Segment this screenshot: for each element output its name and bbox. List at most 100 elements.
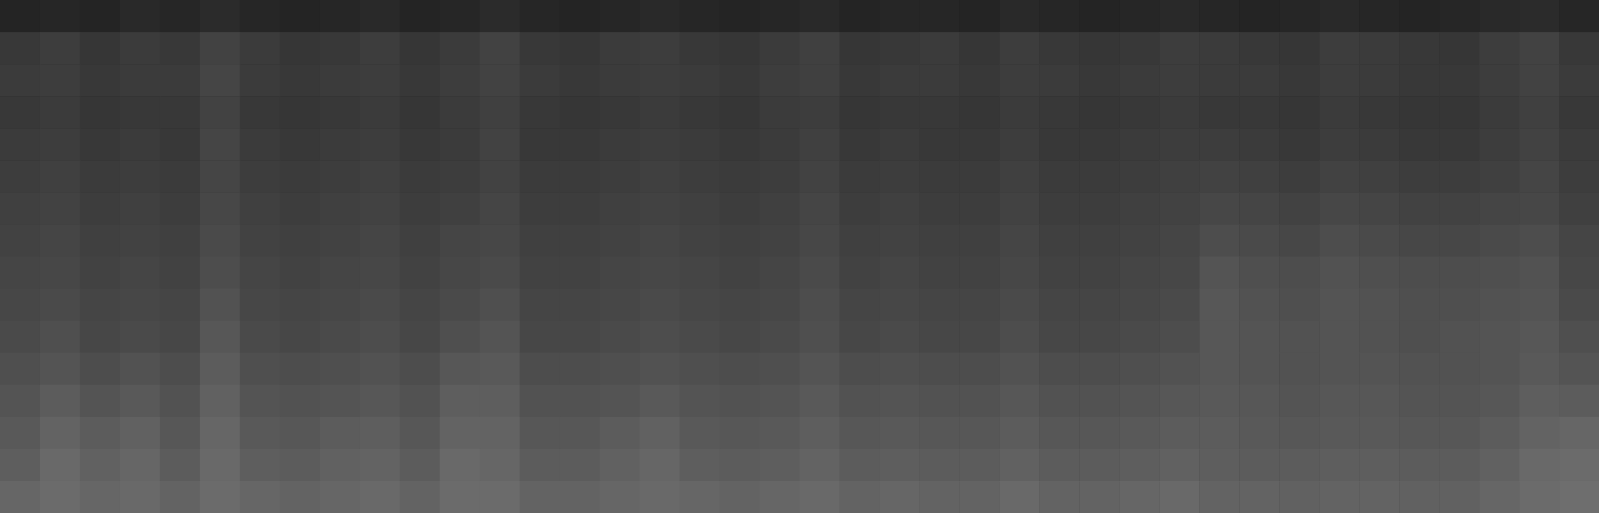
cell [839,32,879,65]
cell [480,128,520,161]
cell [440,385,480,418]
cell [80,289,120,322]
cell [80,0,120,33]
cell [839,257,879,290]
cell [280,192,320,225]
cell [560,32,600,65]
cell [360,353,400,386]
cell [520,481,560,513]
cell [1479,96,1519,129]
cell [1519,0,1559,33]
cell [1239,192,1279,225]
cell [1199,481,1239,513]
cell [560,481,600,513]
cell [760,32,800,65]
cell [1399,160,1439,193]
cell [1399,96,1439,129]
cell [1199,257,1239,290]
cell [959,96,999,129]
cell [120,385,160,418]
cell [1519,385,1559,418]
cell [1279,385,1319,418]
cell [0,0,40,33]
cell [1239,96,1279,129]
cell [520,32,560,65]
cell [1039,417,1079,450]
cell [760,160,800,193]
cell [1399,289,1439,322]
cell [1319,385,1359,418]
cell [1399,481,1439,513]
cell [1079,224,1119,257]
cell [1159,128,1199,161]
cell [720,32,760,65]
cell [480,32,520,65]
cell [1319,481,1359,513]
cell [760,417,800,450]
cell [120,128,160,161]
cell [879,417,919,450]
cell [160,128,200,161]
cell [440,96,480,129]
cell [560,64,600,97]
cell [480,96,520,129]
cell [680,321,720,354]
cell [839,289,879,322]
cell [440,353,480,386]
cell [0,481,40,513]
cell [320,321,360,354]
cell [800,385,840,418]
cell [919,417,959,450]
cell [120,321,160,354]
cell [320,257,360,290]
cell [959,64,999,97]
cell [1519,96,1559,129]
cell [640,417,680,450]
cell [1359,481,1399,513]
cell [839,128,879,161]
cell [400,417,440,450]
cell [440,0,480,33]
cell [1079,160,1119,193]
cell [1479,64,1519,97]
cell [1119,481,1159,513]
cell [1479,449,1519,482]
cell [1119,192,1159,225]
cell [879,257,919,290]
cell [1559,449,1599,482]
cell [40,96,80,129]
cell [1399,321,1439,354]
cell [640,257,680,290]
cell [1279,481,1319,513]
cell [120,160,160,193]
cell [1199,128,1239,161]
cell [160,96,200,129]
cell [520,192,560,225]
cell [1279,321,1319,354]
cell [400,289,440,322]
cell [1239,64,1279,97]
cell [1439,0,1479,33]
cell [1239,257,1279,290]
cell [1479,289,1519,322]
cell [440,224,480,257]
cell [1039,0,1079,33]
cell [520,128,560,161]
cell [1079,257,1119,290]
cell [1319,289,1359,322]
cell [240,289,280,322]
cell [480,481,520,513]
cell [80,224,120,257]
cell [1519,289,1559,322]
cell [560,192,600,225]
cell [800,64,840,97]
cell [1119,417,1159,450]
cell [360,96,400,129]
cell [1319,32,1359,65]
cell [280,160,320,193]
cell [360,0,400,33]
cell [360,224,400,257]
cell [560,385,600,418]
cell [1359,289,1399,322]
cell [360,289,400,322]
